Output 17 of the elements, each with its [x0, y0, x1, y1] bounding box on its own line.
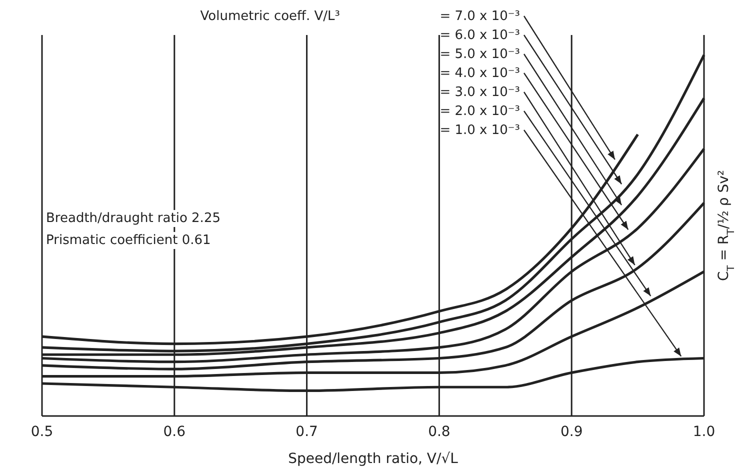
x-tick-label: 0.6: [163, 424, 186, 440]
text: = 5.0 x 10⁻³: [440, 47, 520, 62]
x-tick-label: 0.8: [428, 424, 450, 440]
x-tick-label: 0.5: [30, 424, 54, 440]
annotation: Breadth/draught ratio 2.25: [46, 211, 220, 226]
text: = 3.0 x 10⁻³: [440, 85, 520, 100]
text: = 2.0 x 10⁻³: [440, 104, 520, 119]
text: = 6.0 x 10⁻³: [440, 28, 520, 43]
x-tick-label: 0.9: [560, 424, 583, 440]
x-axis-title: Speed/length ratio, V/√L: [288, 451, 458, 467]
legend-title: Volumetric coeff. V/L³: [200, 9, 340, 24]
x-tick-label: 0.7: [296, 424, 318, 440]
text: = 7.0 x 10⁻³: [440, 9, 520, 24]
annotation: Prismatic coefficient 0.61: [46, 233, 211, 248]
text: = 4.0 x 10⁻³: [440, 66, 520, 81]
x-tick-label: 1.0: [692, 424, 716, 440]
text: = 1.0 x 10⁻³: [440, 123, 520, 138]
